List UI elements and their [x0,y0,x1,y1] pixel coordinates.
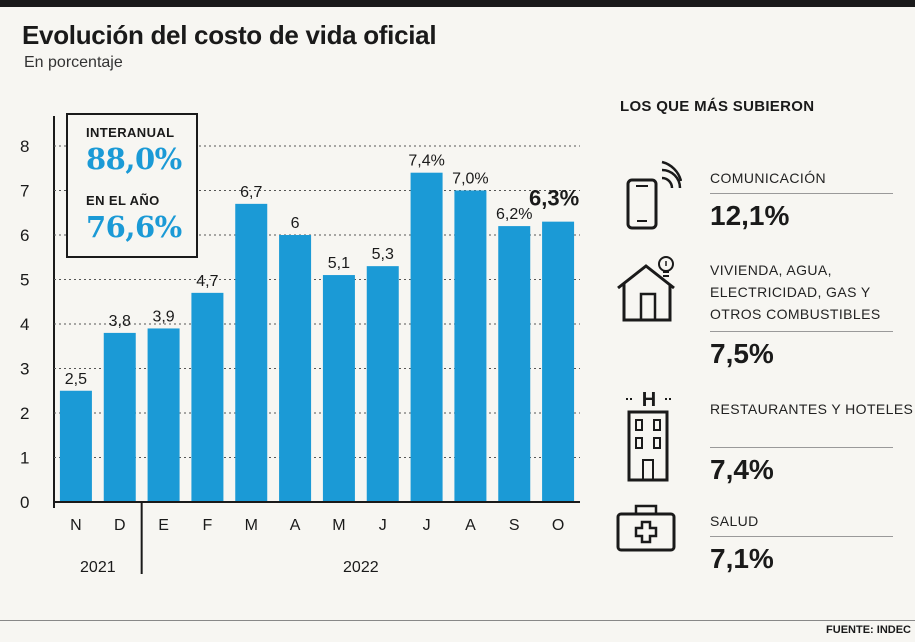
source-note: FUENTE: INDEC [826,624,911,636]
y-tick-label: 0 [20,493,29,512]
x-tick-label: O [552,517,564,534]
chart-title: Evolución del costo de vida oficial [22,20,437,50]
year-value: 76,6% [86,210,182,244]
x-tick-label: D [114,517,126,534]
data-label: 4,7 [196,273,218,290]
y-tick-label: 5 [20,271,29,290]
category-rule [710,447,893,448]
category-value-salud: 7,1% [710,543,774,574]
bottom-rule [0,620,915,621]
y-tick-label: 3 [20,360,29,379]
bar [542,221,575,502]
year-label: EN EL AÑO [86,193,160,208]
year-label: 2021 [80,559,116,576]
x-tick-label: J [423,517,431,534]
x-tick-label: A [465,517,476,534]
y-tick-label: 1 [20,449,29,468]
svg-text:H: H [642,389,656,411]
category-rule [710,193,893,194]
category-label-salud: SALUD [710,513,759,529]
chart-subtitle: En porcentaje [24,54,123,71]
bar [454,190,487,502]
data-label: 6 [291,215,300,232]
bar [235,203,268,502]
bar [191,292,224,502]
x-tick-label: E [158,517,169,534]
x-tick-label: J [379,517,387,534]
data-label: 7,0% [452,171,488,188]
y-tick-label: 8 [20,137,29,156]
category-rule [710,536,893,537]
data-label: 5,3 [372,246,394,263]
bar [366,266,399,502]
interanual-label: INTERANUAL [86,125,175,140]
hotel-icon: H [626,389,672,482]
data-label: 3,9 [152,308,174,325]
year-label: 2022 [343,559,379,576]
bar [410,172,443,502]
y-tick-label: 2 [20,404,29,423]
house-icon [617,256,675,322]
stats-box: INTERANUAL 88,0% EN EL AÑO 76,6% [66,113,198,258]
bar-chart: 0 1 2 3 4 5 6 7 8 2,5 N 3,8 D 3,9 E 4,7 F 6,7 M 6 A 5,1 M 5,3 J 7… [20,116,580,576]
x-tick-label: M [245,517,258,534]
medkit-icon [616,504,676,552]
y-tick-label: 7 [20,182,29,201]
x-tick-label: M [332,517,345,534]
category-label-restaurantes: RESTAURANTES Y HOTELES [710,401,914,417]
bar [322,275,355,502]
x-tick-label: F [203,517,213,534]
x-tick-label: N [70,517,82,534]
bar [59,390,92,502]
category-label-vivienda: VIVIENDA, AGUA, ELECTRICIDAD, GAS Y OTRO… [710,262,881,322]
data-label: 7,4% [408,153,444,170]
top-rule [0,0,915,7]
data-label: 3,8 [109,313,131,330]
x-tick-label: A [290,517,301,534]
y-tick-label: 4 [20,315,29,334]
category-value-comunicacion: 12,1% [710,200,790,231]
phone-icon [626,160,682,230]
bar [498,226,531,502]
y-tick-label: 6 [20,226,29,245]
right-panel-title: LOS QUE MÁS SUBIERON [620,98,815,115]
bar [279,235,312,502]
data-label: 2,5 [65,371,87,388]
category-label-comunicacion: COMUNICACIÓN [710,170,827,186]
bar [103,332,136,502]
data-label: 6,2% [496,206,532,223]
category-value-vivienda: 7,5% [710,338,774,369]
bar [147,328,180,502]
category-value-restaurantes: 7,4% [710,454,774,485]
data-label: 6,3% [529,186,579,211]
interanual-value: 88,0% [86,142,182,176]
data-label: 5,1 [328,255,350,272]
category-rule [710,331,893,332]
x-tick-label: S [509,517,520,534]
data-label: 6,7 [240,184,262,201]
